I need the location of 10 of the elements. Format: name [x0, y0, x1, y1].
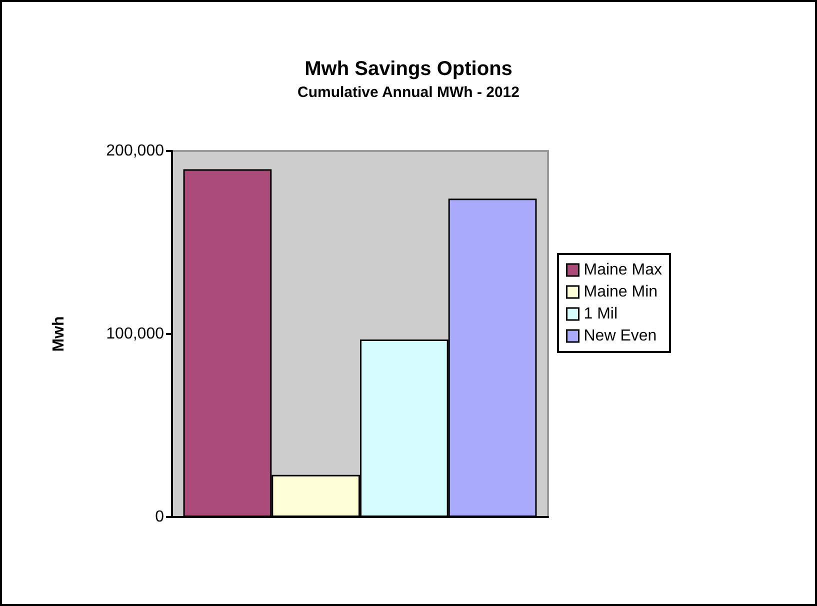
y-tick-label: 0 [155, 508, 164, 526]
y-axis-title: Mwh [50, 316, 68, 352]
chart-subtitle: Cumulative Annual MWh - 2012 [298, 84, 520, 101]
legend-label: Maine Min [584, 284, 658, 300]
chart-title: Mwh Savings Options [304, 58, 512, 80]
legend-label: Maine Max [584, 262, 662, 278]
legend-label: New Even [584, 328, 657, 344]
legend-label: 1 Mil [584, 306, 618, 322]
y-tick-label: 200,000 [106, 142, 164, 160]
y-tick-label: 100,000 [106, 326, 164, 342]
